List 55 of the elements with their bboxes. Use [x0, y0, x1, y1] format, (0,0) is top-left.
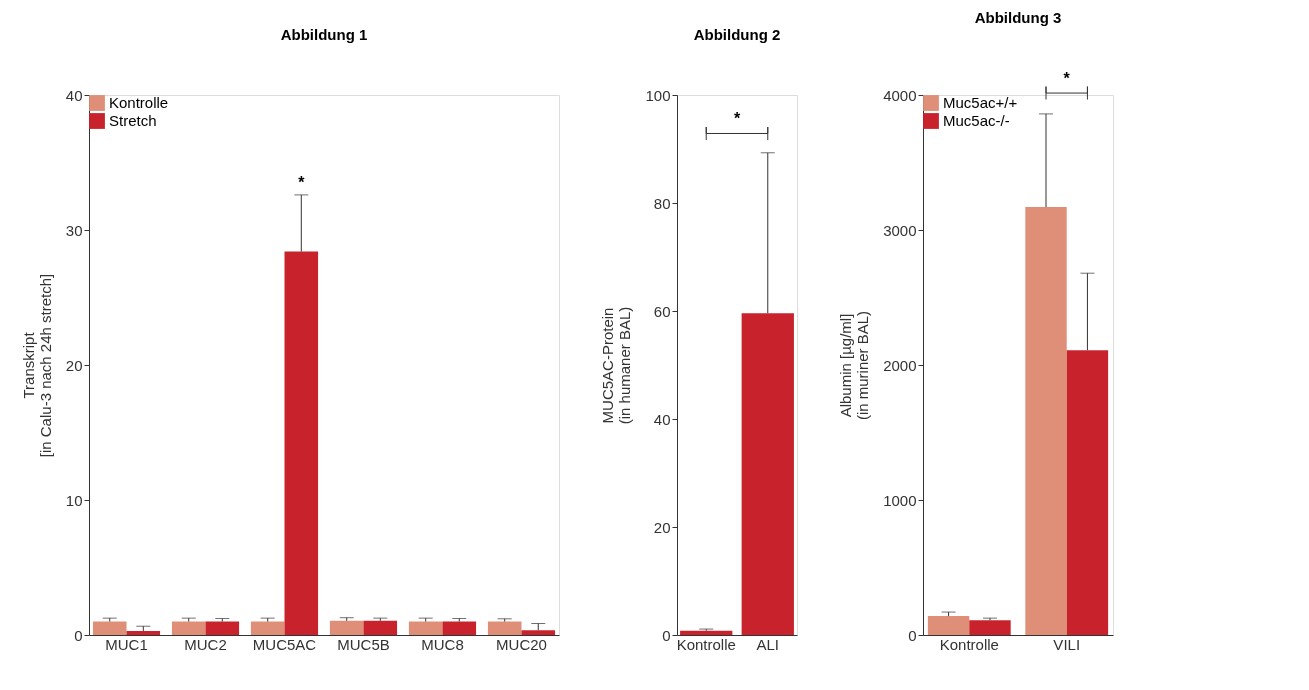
y-tick-label: 10: [65, 491, 83, 509]
y-axis-title: Transkript [in Calu-3 nach 24h stretch]: [19, 273, 54, 458]
x-tick-label: Kontrolle: [939, 635, 999, 653]
y-tick-label: 100: [645, 86, 671, 104]
y-tick-label: 20: [653, 518, 671, 536]
x-tick-label: MUC8: [421, 635, 464, 653]
chart-title: Abbildung 2: [693, 26, 781, 43]
x-tick-label: Kontrolle: [676, 635, 736, 653]
x-tick-label: VILI: [1053, 635, 1081, 653]
x-tick-label: MUC2: [184, 635, 227, 653]
y-axis-title: Albumin [µg/ml] (in muriner BAL): [837, 310, 872, 421]
bar: [250, 621, 285, 635]
y-tick-label: 0: [662, 626, 671, 644]
bar: [284, 251, 319, 635]
legend-label: Muc5ac-/-: [943, 112, 1010, 129]
annotation: *: [733, 110, 741, 128]
y-tick-label: 20: [65, 356, 83, 374]
y-tick-label: 80: [653, 194, 671, 212]
annotation: *: [298, 173, 306, 191]
legend-label: Stretch: [109, 112, 157, 129]
bar: [205, 621, 240, 635]
y-tick-label: 2000: [883, 356, 917, 374]
x-tick-label: MUC20: [496, 635, 547, 653]
bar: [1025, 207, 1067, 635]
bar: [1066, 350, 1109, 635]
bar: [126, 630, 161, 635]
bar: [487, 621, 522, 635]
bar: [363, 620, 398, 635]
bar: [442, 621, 477, 635]
bar: [408, 621, 443, 635]
y-tick-label: 0: [908, 626, 917, 644]
legend-label: Muc5ac+/+: [943, 94, 1018, 111]
x-tick-label: MUC1: [105, 635, 148, 653]
bar: [521, 630, 556, 635]
x-tick-label: ALI: [756, 635, 780, 653]
bar: [969, 620, 1011, 635]
y-tick-label: 3000: [883, 221, 917, 239]
x-tick-label: MUC5B: [337, 635, 390, 653]
text: *: [1063, 70, 1071, 88]
bar: [927, 616, 970, 635]
chart-title: Abbildung 1: [280, 26, 368, 43]
bar: [92, 621, 127, 635]
y-tick-label: 40: [653, 410, 671, 428]
bar: [171, 621, 206, 635]
legend-label: Kontrolle: [109, 94, 169, 111]
x-tick-label: MUC5AC: [252, 635, 317, 653]
y-tick-label: 30: [65, 221, 83, 239]
y-tick-label: 4000: [883, 86, 917, 104]
bar: [329, 620, 364, 635]
chart-title: Abbildung 3: [974, 9, 1062, 27]
y-tick-label: 1000: [883, 491, 917, 509]
y-tick-label: 0: [74, 626, 83, 644]
y-tick-label: 60: [653, 302, 671, 320]
y-axis-title: MUC5AC-Protein (in humaner BAL): [599, 306, 634, 425]
y-tick-label: 40: [65, 86, 83, 104]
